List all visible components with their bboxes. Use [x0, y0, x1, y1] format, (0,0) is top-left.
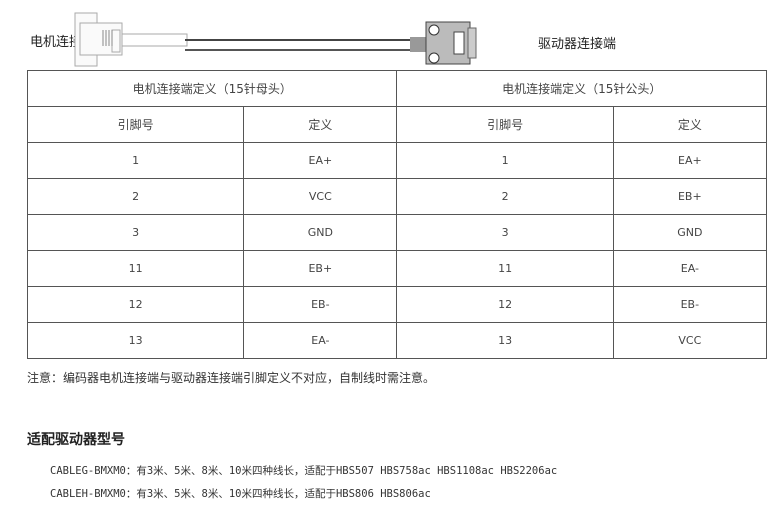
- section-title: 适配驱动器型号: [27, 432, 125, 448]
- driver-end-label: 驱动器连接端: [538, 37, 617, 52]
- table-cell: EB+: [243, 250, 398, 287]
- table-row: 3 GND 3 GND: [26, 214, 768, 251]
- table-cell: 13: [26, 322, 245, 359]
- col-header: 定义: [612, 106, 768, 143]
- table-cell: GND: [612, 214, 768, 251]
- table-cell: 11: [26, 250, 245, 287]
- table-cell: EB-: [243, 286, 398, 323]
- table-cell: EB-: [612, 286, 768, 323]
- col-header: 引脚号: [396, 106, 614, 143]
- cable-diagram: [74, 12, 477, 67]
- pin-definition-table: 电机连接端定义（15针母头） 电机连接端定义（15针公头） 引脚号 定义 引脚号…: [26, 70, 768, 359]
- table-cell: 2: [396, 178, 614, 215]
- model-line: CABLEH-BMXM0：有3米、5米、8米、10米四种线长，适配于HBS806…: [50, 488, 431, 500]
- table-row: 11 EB+ 11 EA-: [26, 250, 768, 287]
- table-row: 13 EA- 13 VCC: [26, 322, 768, 359]
- table-row: 2 VCC 2 EB+: [26, 178, 768, 215]
- table-row: 12 EB- 12 EB-: [26, 286, 768, 323]
- table-cell: VCC: [243, 178, 398, 215]
- table-cell: EA+: [612, 142, 768, 179]
- table-cell: 3: [396, 214, 614, 251]
- table-cell: 11: [396, 250, 614, 287]
- table-cell: 12: [26, 286, 245, 323]
- group-header-male: 电机连接端定义（15针公头）: [396, 70, 767, 107]
- table-cell: 1: [26, 142, 245, 179]
- model-line: CABLEG-BMXM0：有3米、5米、8米、10米四种线长，适配于HBS507…: [50, 465, 558, 477]
- table-row: 1 EA+ 1 EA+: [26, 142, 768, 179]
- table-cell: EB+: [612, 178, 768, 215]
- group-header-female: 电机连接端定义（15针母头）: [26, 70, 398, 107]
- table-cell: EA-: [612, 250, 768, 287]
- table-cell: VCC: [612, 322, 768, 359]
- table-cell: 2: [26, 178, 245, 215]
- table-cell: 3: [26, 214, 245, 251]
- table-cell: EA-: [243, 322, 398, 359]
- table-cell: 13: [396, 322, 614, 359]
- table-cell: 1: [396, 142, 614, 179]
- table-cell: GND: [243, 214, 398, 251]
- note: 注意：编码器电机连接端与驱动器连接端引脚定义不对应，自制线时需注意。: [27, 371, 436, 385]
- col-header: 定义: [243, 106, 398, 143]
- table-cell: 12: [396, 286, 614, 323]
- table-cell: EA+: [243, 142, 398, 179]
- col-header: 引脚号: [26, 106, 245, 143]
